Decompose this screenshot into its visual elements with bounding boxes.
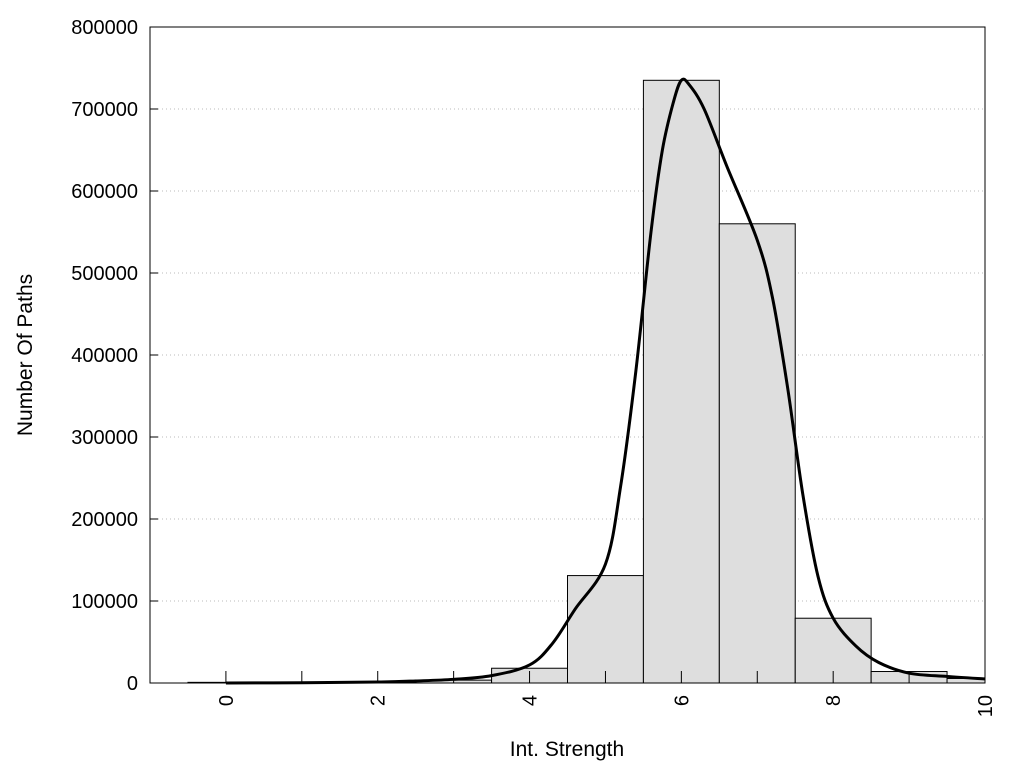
y-axis-label: Number Of Paths <box>14 274 37 436</box>
fit-curve <box>225 77 986 685</box>
x-tick-label: 4 <box>520 695 542 706</box>
y-tick-label: 600000 <box>71 181 138 203</box>
y-tick-label: 400000 <box>71 345 138 367</box>
x-axis: 0 2 4 6 8 10 <box>216 671 997 717</box>
x-tick-label: 2 <box>368 695 390 706</box>
y-tick-label: 100000 <box>71 591 138 613</box>
x-tick-label: 6 <box>671 695 693 706</box>
y-axis: 0 100000 200000 300000 400000 500000 600000 700… <box>71 17 158 695</box>
x-tick-label: 0 <box>216 695 238 706</box>
x-tick-label: 10 <box>975 695 997 717</box>
grid-lines <box>150 108 985 602</box>
x-tick-label: 8 <box>823 695 845 706</box>
y-tick-label: 700000 <box>71 99 138 121</box>
y-tick-label: 500000 <box>71 263 138 285</box>
bar <box>642 79 720 684</box>
y-tick-label: 0 <box>127 673 138 695</box>
y-tick-label: 200000 <box>71 509 138 531</box>
bar <box>567 575 644 684</box>
x-axis-label: Int. Strength <box>510 738 624 761</box>
bar <box>718 223 796 684</box>
y-tick-label: 800000 <box>71 17 138 39</box>
y-tick-label: 300000 <box>71 427 138 449</box>
